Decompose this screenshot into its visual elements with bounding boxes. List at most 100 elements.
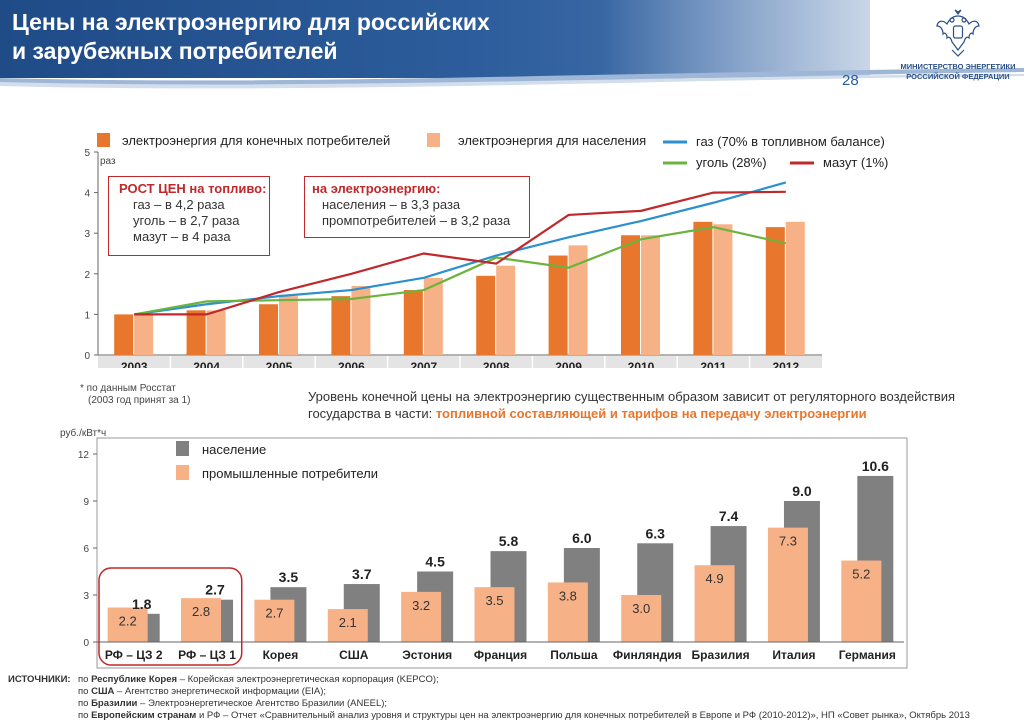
- y-tick-label: 3: [84, 229, 90, 240]
- russia-highlight-frame: [98, 567, 243, 666]
- x-tick-label-2: Корея: [263, 648, 299, 662]
- data-label-households-3: 3.7: [352, 566, 372, 582]
- bar-end-consumers-2003: [114, 314, 134, 355]
- x-tick-label-0: РФ – ЦЗ 2: [105, 648, 163, 662]
- bar-industry-3: [327, 609, 368, 642]
- x-tick-label-2006: 2006: [338, 360, 365, 368]
- data-label-industry-0: 2.2: [119, 614, 137, 629]
- chart-frame: [96, 437, 908, 669]
- x-tick-label-3: США: [339, 648, 369, 662]
- page-title: Цены на электроэнергию для российских и …: [12, 9, 490, 64]
- bar-industry-4: [401, 591, 442, 642]
- bar-end-consumers-2009: [548, 255, 568, 355]
- data-label-industry-10: 5.2: [852, 567, 870, 582]
- y-tick-label: 1: [84, 310, 90, 321]
- x-tick-label-2003: 2003: [121, 360, 148, 368]
- data-label-households-6: 6.0: [572, 530, 592, 546]
- bar-end-consumers-2006: [331, 296, 351, 355]
- legend-label: электроэнергия для населения: [458, 133, 646, 148]
- data-label-households-1: 2.7: [205, 582, 225, 598]
- legend-label: население: [202, 442, 266, 457]
- y-tick-label: 0: [83, 638, 89, 649]
- data-label-households-4: 4.5: [425, 554, 445, 570]
- ministry-name-line1: МИНИСТЕРСТВО ЭНЕРГЕТИКИ: [900, 62, 1016, 71]
- y-tick-label: 6: [83, 544, 89, 555]
- bar-households-2003: [134, 314, 154, 355]
- x-tick-label-2007: 2007: [410, 360, 437, 368]
- legend-swatch-households: [427, 133, 440, 147]
- data-label-households-7: 6.3: [645, 525, 665, 541]
- x-tick-label-6: Польша: [550, 648, 598, 662]
- header-swoosh: [0, 68, 1024, 89]
- bar-industry-9: [767, 527, 808, 642]
- bar-end-consumers-2010: [621, 235, 640, 355]
- x-tick-label-5: Франция: [474, 648, 527, 662]
- source-line: по Бразилии – Электроэнергетическое Аген…: [78, 698, 388, 709]
- y-tick-label: 2: [84, 270, 90, 281]
- data-label-industry-1: 2.8: [192, 604, 210, 619]
- bar-households-2009: [568, 245, 588, 355]
- page-number: 28: [842, 72, 859, 89]
- x-tick-label-2005: 2005: [266, 360, 293, 368]
- bar-households-2010: [641, 235, 660, 355]
- bar-industry-7: [621, 595, 662, 642]
- country-price-chart: руб./кВт*ч 0 3 6 9 12 население промышленные по…: [60, 428, 908, 669]
- legend-label: электроэнергия для конечных потребителей: [122, 133, 390, 148]
- source-line: по Европейским странам и РФ – Отчет «Сра…: [78, 710, 970, 721]
- ministry-name-line2: РОССИЙСКОЙ ФЕДЕРАЦИИ: [906, 72, 1010, 81]
- source-line: по Республике Корея – Корейская электроэ…: [78, 674, 439, 685]
- x-tick-label-2010: 2010: [628, 360, 655, 368]
- data-source-note: * по данным Росстат (2003 год принят за …: [80, 383, 191, 406]
- data-label-industry-7: 3.0: [632, 601, 650, 616]
- data-label-industry-4: 3.2: [412, 598, 430, 613]
- bar-industry-8: [694, 565, 735, 642]
- legend-swatch-end-consumers: [97, 133, 110, 147]
- data-label-households-9: 9.0: [792, 483, 812, 499]
- bar-end-consumers-2012: [765, 227, 785, 355]
- x-tick-label-2008: 2008: [483, 360, 510, 368]
- ministry-logo: МИНИСТЕРСТВО ЭНЕРГЕТИКИ РОССИЙСКОЙ ФЕДЕР…: [898, 0, 1018, 82]
- data-label-households-2: 3.5: [279, 569, 299, 585]
- y-axis-label: раз: [100, 156, 116, 167]
- eagle-crest-icon: [936, 9, 980, 57]
- sources-label: ИСТОЧНИКИ:: [8, 674, 71, 685]
- data-label-industry-5: 3.5: [485, 593, 503, 608]
- highlight-text: топливной составляющей и тарифов на пере…: [435, 406, 867, 421]
- legend-swatch-households: [176, 441, 189, 456]
- y-tick-label: 12: [78, 450, 90, 461]
- bar-industry-2: [254, 599, 295, 642]
- data-label-households-0: 1.8: [132, 596, 152, 612]
- regulation-description: Уровень конечной цены на электроэнергию …: [308, 389, 956, 421]
- x-tick-label-2012: 2012: [772, 360, 799, 368]
- fuel-growth-box: [108, 176, 270, 256]
- data-label-industry-6: 3.8: [559, 588, 577, 603]
- x-tick-label-8: Бразилия: [692, 648, 750, 662]
- bar-industry-6: [547, 582, 588, 642]
- bar-households-2008: [496, 265, 516, 355]
- series-line-2: [134, 190, 786, 316]
- x-tick-label-2011: 2011: [700, 360, 726, 368]
- y-tick-label: 0: [84, 351, 90, 362]
- bar-end-consumers-2008: [476, 275, 496, 355]
- bar-industry-1: [181, 598, 222, 642]
- y-tick-label: 4: [84, 189, 90, 200]
- legend-swatch-industry: [176, 465, 189, 480]
- bar-households-2005: [279, 296, 298, 355]
- bar-households-2007: [423, 277, 443, 355]
- bar-households-2004: [206, 310, 226, 355]
- data-label-households-8: 7.4: [719, 508, 739, 524]
- x-tick-label-7: Финляндия: [613, 648, 682, 662]
- x-tick-label-1: РФ – ЦЗ 1: [178, 648, 236, 662]
- bar-industry-0: [107, 607, 148, 642]
- fuel-growth-text: РОСТ ЦЕН на топливо: газ – в 4,2 раза уг…: [119, 181, 267, 244]
- series-line-1: [134, 225, 787, 316]
- bar-industry-10: [841, 560, 882, 642]
- data-label-industry-8: 4.9: [706, 571, 724, 586]
- y-tick-label: 5: [84, 148, 90, 159]
- bar-end-consumers-2011: [693, 221, 713, 355]
- slide-header: Цены на электроэнергию для российских и …: [0, 0, 1024, 100]
- legend-label: газ (70% в топливном балансе): [696, 134, 885, 149]
- x-tick-label-2004: 2004: [193, 360, 220, 368]
- y-tick-label: 9: [83, 497, 89, 508]
- bar-end-consumers-2004: [186, 310, 206, 355]
